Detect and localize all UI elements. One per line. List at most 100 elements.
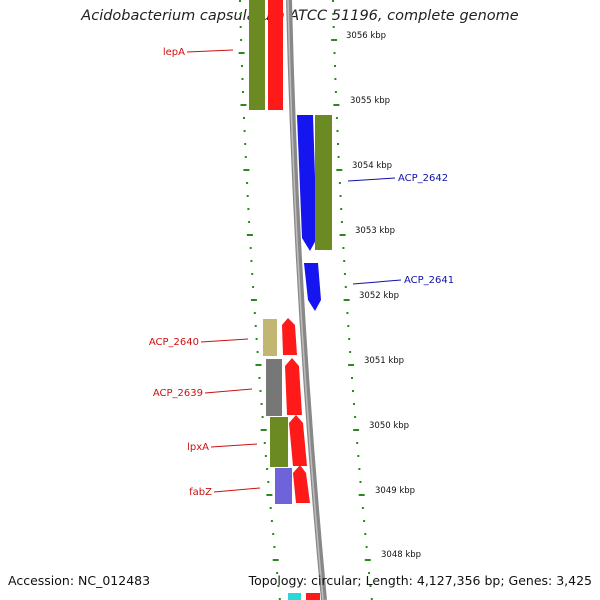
ruler-tick [273, 546, 276, 548]
kbp-label: 3054 kbp [352, 161, 392, 171]
ruler-tick [353, 403, 355, 405]
ruler-tick [333, 52, 336, 54]
ruler-tick [239, 13, 242, 15]
ruler-tick [370, 598, 373, 600]
kbp-label: 3048 kbp [381, 550, 421, 560]
gene-label-acp2642[interactable]: ACP_2642 [398, 173, 448, 184]
ruler-tick [240, 39, 243, 41]
ruler-tick [336, 130, 339, 132]
gene-label-fabz[interactable]: fabZ [189, 487, 212, 498]
ruler-tick [242, 91, 244, 93]
ruler-tick [266, 494, 273, 496]
ruler-tick [339, 234, 346, 236]
ruler-tick [244, 143, 247, 145]
kbp-label: 3055 kbp [350, 96, 390, 106]
ruler-tick [339, 195, 342, 197]
ruler-tick [276, 572, 279, 574]
acp2641-leader [352, 279, 402, 285]
gene-label-lepa[interactable]: lepA [163, 47, 185, 58]
ruler-tick [363, 520, 366, 522]
ruler-tick [358, 468, 361, 470]
ruler-tick [277, 585, 280, 587]
gene-labels: lepA ACP_2642 ACP_2641 ACP_2640 ACP_2639… [149, 47, 454, 498]
ruler-tick [337, 156, 340, 158]
gene-label-acp2639[interactable]: ACP_2639 [153, 388, 203, 399]
ruler-tick [246, 182, 249, 184]
acp2641-feature[interactable] [304, 263, 321, 311]
genome-backbone-highlight [287, 0, 324, 600]
lepA-strand-feature[interactable] [268, 0, 283, 110]
next-gene-feature[interactable] [288, 593, 301, 600]
ruler-tick [342, 247, 345, 249]
ruler-tick [364, 533, 367, 535]
map-title: Acidobacterium capsulatum ATCC 51196, co… [81, 8, 519, 24]
ruler-tick [258, 377, 261, 379]
ruler-tick [358, 494, 365, 496]
ruler-tick [241, 78, 244, 80]
acp2639-strand-feature[interactable] [285, 358, 302, 415]
ruler-tick [361, 507, 364, 509]
kbp-label: 3050 kbp [369, 421, 409, 431]
ruler-tick [351, 377, 353, 379]
ruler-tick [267, 481, 270, 483]
ruler-tick [243, 169, 250, 171]
ruler-tick [239, 0, 241, 2]
fabz-strand-feature[interactable] [293, 465, 310, 503]
ruler-tick [240, 104, 247, 106]
ruler-tick [364, 559, 371, 561]
kbp-label: 3052 kbp [359, 291, 399, 301]
acp2642-strand-feature[interactable] [315, 115, 332, 250]
kbp-label: 3056 kbp [346, 31, 386, 41]
acp2639-feature[interactable] [266, 359, 282, 416]
ruler-tick [243, 117, 245, 119]
gene-label-acp2640[interactable]: ACP_2640 [149, 337, 199, 348]
ruler-tick [334, 65, 336, 67]
ruler-tick [359, 481, 362, 483]
ruler-tick [259, 390, 262, 392]
ruler-tick [333, 104, 340, 106]
ruler-tick [249, 247, 252, 249]
acp2640-strand-feature[interactable] [282, 318, 297, 355]
kbp-label: 3053 kbp [355, 226, 395, 236]
kbp-label: 3049 kbp [375, 486, 415, 496]
ruler-tick [338, 182, 341, 184]
ruler-tick [332, 13, 335, 15]
acp2640-feature[interactable] [263, 319, 277, 356]
ruler-tick [343, 299, 350, 301]
gene-features [249, 0, 332, 600]
gene-label-lpxa[interactable]: lpxA [187, 442, 209, 453]
fabz-feature[interactable] [275, 468, 292, 504]
ruler-tick [352, 390, 354, 392]
ruler-tick [272, 559, 279, 561]
ruler-tick [343, 260, 346, 262]
lpxa-feature[interactable] [270, 417, 288, 467]
ruler-tick [246, 195, 249, 197]
gene-label-acp2641[interactable]: ACP_2641 [404, 275, 454, 286]
ruler-tick [343, 273, 346, 275]
ruler-tick [248, 221, 251, 223]
ruler-tick [349, 351, 352, 353]
ruler-tick [334, 91, 337, 93]
ruler-tick [247, 208, 250, 210]
lpxa-strand-feature[interactable] [289, 415, 307, 466]
ruler-tick [354, 416, 357, 418]
ruler-tick [336, 169, 343, 171]
ruler-tick [340, 221, 343, 223]
ruler-tick [243, 130, 246, 132]
lepA-feature[interactable] [249, 0, 265, 110]
next-gene-strand-feature[interactable] [306, 593, 320, 600]
ruler-tick [348, 338, 351, 340]
ruler-tick [348, 364, 355, 366]
ruler-tick [357, 455, 360, 457]
acp2642-feature[interactable] [297, 115, 317, 251]
ruler-tick [260, 403, 263, 405]
kbp-scale: 3056 kbp 3055 kbp 3054 kbp 3053 kbp 3052… [346, 31, 421, 560]
ruler-tick [344, 286, 347, 288]
ruler-tick [254, 325, 257, 327]
ruler-tick [238, 52, 245, 54]
genome-backbone [286, 0, 327, 600]
accession-text: Accession: NC_012483 [8, 573, 151, 588]
kbp-label: 3051 kbp [364, 356, 404, 366]
topology-text: Topology: circular; Length: 4,127,356 bp… [248, 573, 592, 588]
ruler-tick [365, 546, 368, 548]
